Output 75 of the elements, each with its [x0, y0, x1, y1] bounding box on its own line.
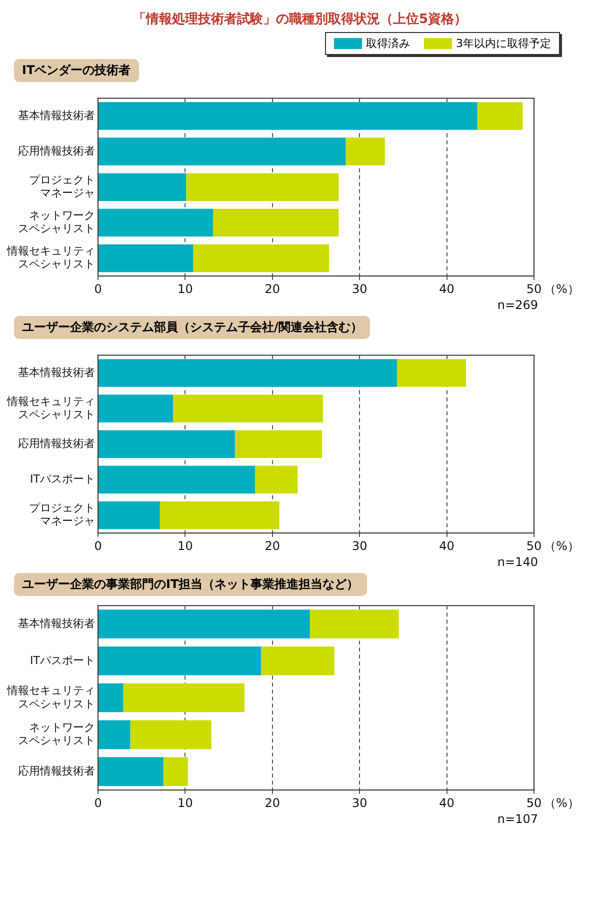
x-tick-label: 30	[352, 796, 368, 810]
x-tick-label: 20	[264, 796, 280, 810]
bar	[346, 138, 385, 166]
y-tick-label: ネットワークスペシャリスト	[18, 208, 95, 236]
legend-label: 取得済み	[366, 36, 410, 51]
bar	[186, 173, 339, 201]
bar	[98, 208, 214, 237]
x-tick-label: 0	[94, 796, 102, 810]
chart-subtitle: ユーザー企業のシステム部員（システム子会社/関連会社含む）	[14, 316, 370, 339]
x-tick-label: 50	[526, 796, 542, 810]
bar	[310, 610, 399, 638]
x-tick-label: 10	[178, 796, 193, 810]
x-tick-label: 40	[439, 796, 454, 810]
x-tick-label: 50	[526, 539, 542, 554]
y-tick-label: 情報セキュリティスペシャリスト	[6, 244, 95, 271]
y-tick-label: 応用情報技術者	[18, 436, 95, 450]
bar	[477, 102, 523, 130]
x-tick-label: 20	[264, 539, 280, 554]
bar	[98, 102, 478, 130]
bar	[98, 466, 255, 494]
x-tick-label: 20	[264, 282, 280, 296]
bar	[193, 244, 330, 272]
bar	[160, 501, 280, 530]
bar	[98, 757, 164, 786]
x-tick-label: 50	[526, 282, 542, 296]
y-tick-label: プロジェクトマネージャ	[29, 173, 95, 200]
y-tick-label: 基本情報技術者	[18, 616, 95, 630]
bar	[98, 610, 310, 638]
chart-subtitle: ユーザー企業の事業部門のIT担当（ネット事業推進担当など）	[14, 573, 367, 596]
y-tick-label: 応用情報技術者	[18, 144, 95, 158]
x-tick-label: 10	[178, 539, 193, 554]
y-tick-label: ITパスポート	[30, 654, 95, 667]
y-tick-label: 情報セキュリティスペシャリスト	[6, 394, 95, 421]
bar	[123, 683, 244, 712]
x-tick-label: 10	[178, 282, 193, 296]
bar	[397, 359, 466, 387]
y-tick-label: 応用情報技術者	[18, 764, 95, 778]
y-tick-label: ITパスポート	[30, 472, 95, 486]
bar	[234, 430, 322, 458]
bar	[98, 138, 346, 166]
bar	[130, 720, 212, 750]
bar	[98, 359, 398, 387]
bar	[98, 720, 130, 750]
bar	[163, 757, 188, 786]
text: n=107	[497, 812, 538, 826]
bar	[98, 501, 160, 530]
chart-subtitle: ITベンダーの技術者	[14, 59, 139, 82]
text: n=140	[497, 555, 538, 570]
bar	[261, 646, 334, 676]
x-tick-label: 40	[439, 539, 454, 554]
x-tick-label: 0	[94, 282, 102, 296]
x-axis-title: （%）	[544, 539, 580, 554]
bar	[98, 244, 194, 272]
bar	[98, 646, 262, 676]
legend-label: 3年以内に取得予定	[456, 36, 551, 51]
text: n=269	[497, 298, 538, 312]
bar	[98, 683, 124, 712]
y-tick-label: 基本情報技術者	[18, 366, 95, 379]
y-tick-label: ネットワークスペシャリスト	[18, 720, 95, 748]
y-tick-label: 基本情報技術者	[18, 108, 95, 122]
x-tick-label: 40	[439, 282, 454, 296]
y-tick-label: 情報セキュリティスペシャリスト	[6, 684, 95, 710]
x-axis-title: （%）	[544, 282, 580, 296]
x-axis-title: （%）	[544, 796, 580, 810]
y-tick-label: プロジェクトマネージャ	[29, 501, 95, 528]
x-tick-label: 30	[352, 539, 368, 554]
bar	[98, 394, 173, 422]
chart-title: 「情報処理技術者試験」の職種別取得状況（上位5資格）	[132, 10, 468, 29]
bar	[172, 394, 323, 422]
bar	[98, 173, 186, 201]
bar	[254, 466, 298, 494]
x-tick-label: 0	[94, 539, 102, 554]
bar	[213, 208, 339, 237]
bar	[98, 430, 235, 458]
x-tick-label: 30	[352, 282, 368, 296]
